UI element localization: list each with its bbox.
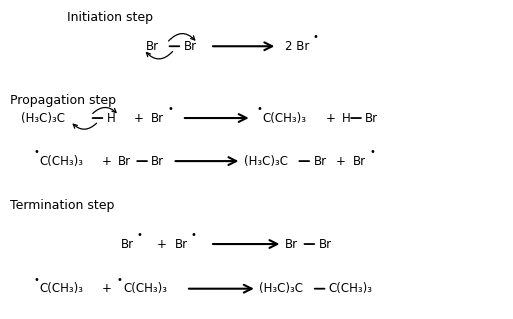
Text: •: • bbox=[168, 104, 173, 114]
Text: Br: Br bbox=[118, 155, 131, 167]
Text: Br: Br bbox=[319, 238, 332, 250]
Text: Br: Br bbox=[353, 155, 366, 167]
Text: +: + bbox=[156, 238, 167, 250]
Text: Br: Br bbox=[174, 238, 188, 250]
Text: +: + bbox=[133, 112, 144, 124]
Text: •: • bbox=[33, 275, 39, 285]
Text: •: • bbox=[369, 147, 375, 157]
Text: •: • bbox=[256, 104, 262, 114]
Text: +: + bbox=[102, 155, 112, 167]
Text: C(CH₃)₃: C(CH₃)₃ bbox=[40, 282, 84, 295]
Text: •: • bbox=[33, 147, 39, 157]
Text: Initiation step: Initiation step bbox=[67, 11, 153, 24]
Text: Termination step: Termination step bbox=[10, 199, 114, 212]
FancyArrowPatch shape bbox=[169, 33, 195, 41]
Text: Br: Br bbox=[365, 112, 379, 124]
Text: Br: Br bbox=[146, 40, 160, 53]
Text: +: + bbox=[325, 112, 336, 124]
Text: Br: Br bbox=[151, 112, 165, 124]
Text: •: • bbox=[313, 32, 319, 42]
Text: •: • bbox=[117, 275, 123, 285]
Text: Br: Br bbox=[285, 238, 298, 250]
Text: C(CH₃)₃: C(CH₃)₃ bbox=[263, 112, 307, 124]
Text: H: H bbox=[107, 112, 115, 124]
Text: C(CH₃)₃: C(CH₃)₃ bbox=[123, 282, 167, 295]
Text: (H₃C)₃C: (H₃C)₃C bbox=[21, 112, 65, 124]
Text: 2 Br: 2 Br bbox=[285, 40, 309, 53]
Text: •: • bbox=[191, 230, 196, 240]
FancyArrowPatch shape bbox=[93, 108, 116, 114]
Text: H: H bbox=[342, 112, 350, 124]
Text: Propagation step: Propagation step bbox=[10, 94, 116, 107]
Text: +: + bbox=[102, 282, 112, 295]
Text: C(CH₃)₃: C(CH₃)₃ bbox=[40, 155, 84, 167]
Text: (H₃C)₃C: (H₃C)₃C bbox=[244, 155, 288, 167]
FancyArrowPatch shape bbox=[73, 123, 96, 129]
Text: •: • bbox=[137, 230, 143, 240]
Text: Br: Br bbox=[151, 155, 165, 167]
Text: Br: Br bbox=[121, 238, 134, 250]
FancyArrowPatch shape bbox=[146, 52, 172, 59]
Text: C(CH₃)₃: C(CH₃)₃ bbox=[329, 282, 373, 295]
Text: +: + bbox=[336, 155, 346, 167]
Text: (H₃C)₃C: (H₃C)₃C bbox=[259, 282, 303, 295]
Text: Br: Br bbox=[184, 40, 197, 53]
Text: Br: Br bbox=[313, 155, 327, 167]
